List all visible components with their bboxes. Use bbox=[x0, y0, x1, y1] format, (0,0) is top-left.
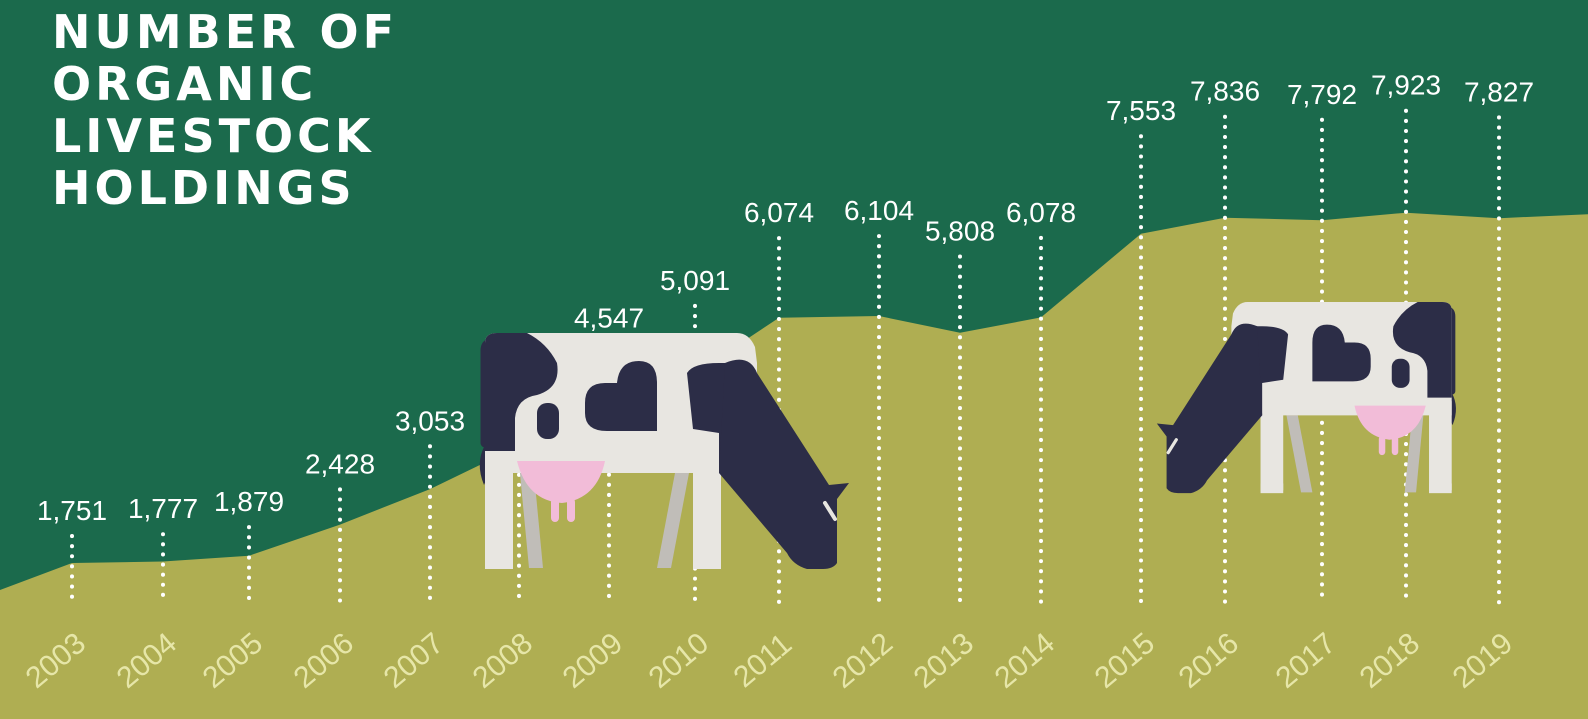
value-label-2019: 7,827 bbox=[1464, 76, 1534, 107]
value-label-2013: 5,808 bbox=[925, 215, 995, 246]
value-label-2016: 7,836 bbox=[1190, 76, 1260, 107]
value-label-2010: 5,091 bbox=[660, 265, 730, 296]
value-label-2012: 6,104 bbox=[844, 195, 914, 226]
value-label-2018: 7,923 bbox=[1371, 70, 1441, 101]
value-label-2005: 1,879 bbox=[214, 486, 284, 517]
value-label-2017: 7,792 bbox=[1287, 79, 1357, 110]
value-label-2015: 7,553 bbox=[1106, 95, 1176, 126]
chart-title: NUMBER OF ORGANIC LIVESTOCK HOLDINGS bbox=[52, 5, 399, 215]
cow-illustration-left bbox=[479, 333, 849, 569]
value-label-2007: 3,053 bbox=[395, 405, 465, 436]
value-label-2006: 2,428 bbox=[305, 448, 375, 479]
value-label-2014: 6,078 bbox=[1006, 197, 1076, 228]
value-label-2011: 6,074 bbox=[744, 197, 814, 228]
value-label-2003: 1,751 bbox=[37, 495, 107, 526]
value-label-2004: 1,777 bbox=[128, 493, 198, 524]
cow-illustration-right bbox=[1156, 302, 1456, 494]
value-label-2009: 4,547 bbox=[574, 302, 644, 333]
